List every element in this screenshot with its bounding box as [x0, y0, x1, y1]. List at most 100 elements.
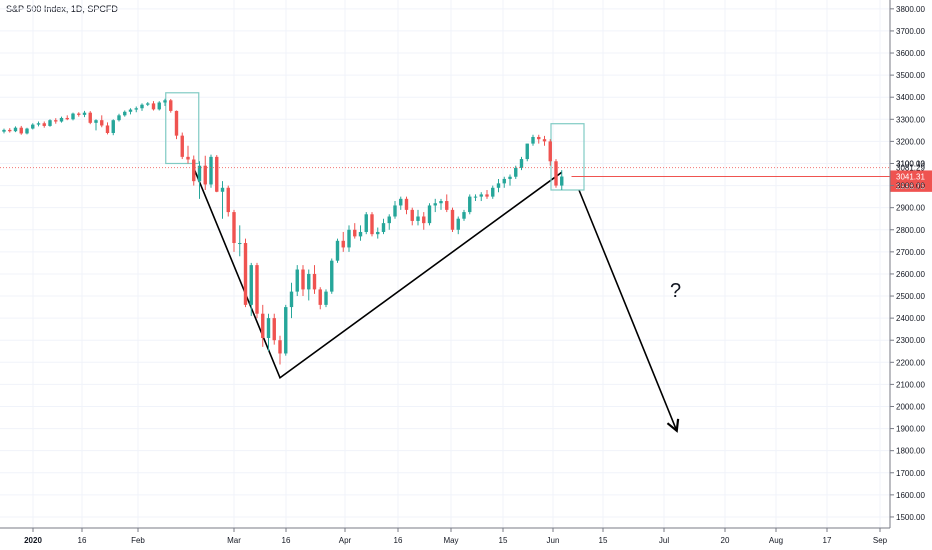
candle-body	[42, 123, 46, 126]
candle-body	[370, 214, 374, 235]
candle-body	[19, 127, 23, 134]
candle-body	[393, 205, 397, 217]
candle	[255, 262, 259, 319]
candle-body	[554, 161, 558, 186]
x-tick-label: 16	[78, 536, 87, 545]
candle	[416, 209, 420, 226]
candle-body	[203, 165, 207, 185]
candle	[508, 174, 512, 186]
candle	[358, 225, 363, 241]
candle	[479, 192, 483, 202]
price-tag-label: 2998.75	[896, 182, 925, 191]
candle-body	[65, 117, 69, 120]
candle-body	[473, 196, 478, 198]
candle-body	[289, 291, 294, 308]
candle-body	[502, 178, 506, 184]
x-tick-label: Jun	[547, 536, 560, 545]
y-tick-label: 3400.00	[896, 93, 925, 102]
candle	[169, 98, 173, 113]
candle-body	[215, 156, 219, 192]
candle	[203, 155, 207, 190]
candle	[77, 112, 81, 117]
candle	[542, 135, 547, 146]
candle	[502, 176, 506, 188]
candle	[439, 198, 443, 210]
x-tick-label: 2020	[24, 536, 42, 545]
candle	[525, 143, 529, 162]
candle	[243, 238, 248, 308]
y-tick-label: 3600.00	[896, 49, 925, 58]
candle-body	[59, 117, 64, 122]
candle	[59, 116, 64, 123]
x-tick-label: 15	[499, 536, 508, 545]
y-tick-label: 2700.00	[896, 248, 925, 257]
candle	[54, 118, 58, 124]
v-trendlines	[193, 167, 563, 380]
candle-body	[48, 120, 52, 126]
candle	[105, 122, 110, 135]
candle	[491, 185, 495, 199]
candle	[364, 212, 368, 235]
forecast-arrowhead	[666, 418, 680, 433]
x-tick-label: Sep	[873, 536, 888, 545]
candle-body	[301, 269, 305, 290]
candle	[238, 225, 242, 257]
candle	[65, 115, 69, 121]
candle	[192, 155, 196, 186]
candle-body	[232, 212, 236, 244]
y-tick-label: 2800.00	[896, 226, 925, 235]
question-annotation: ?	[670, 280, 681, 302]
candle-body	[433, 203, 437, 206]
candle	[48, 119, 52, 127]
candle	[341, 231, 345, 252]
price-tag-label: 3041.31	[896, 172, 925, 181]
candle-body	[2, 129, 6, 132]
candle-body	[100, 120, 104, 126]
x-tick-label: Mar	[227, 536, 241, 545]
candle-body	[445, 201, 449, 210]
candle-body	[8, 129, 12, 132]
price-tag	[890, 179, 932, 192]
candle	[496, 178, 501, 193]
x-tick-label: Feb	[131, 536, 145, 545]
candle	[485, 189, 489, 199]
candle-body	[278, 340, 282, 354]
candle-body	[261, 313, 265, 339]
candle-body	[54, 120, 58, 122]
candle	[427, 203, 432, 226]
candle-body	[462, 212, 466, 219]
candle-body	[485, 194, 489, 197]
candle-body	[427, 205, 432, 224]
candle	[422, 212, 426, 230]
candle	[445, 194, 449, 213]
candle-body	[266, 318, 271, 339]
candle-body	[381, 223, 386, 232]
candle	[232, 209, 236, 252]
y-tick-label: 2500.00	[896, 292, 925, 301]
candle-body	[157, 102, 161, 110]
x-tick-label: Apr	[339, 536, 352, 545]
candle-body	[537, 136, 541, 140]
candle-body	[491, 187, 495, 197]
candles	[2, 98, 564, 365]
candle	[140, 103, 144, 111]
candle-body	[197, 165, 202, 182]
candle	[284, 304, 288, 356]
y-tick-label: 1600.00	[896, 491, 925, 500]
candle-body	[450, 209, 455, 230]
candle	[531, 134, 535, 146]
candle	[307, 269, 311, 301]
candle-body	[307, 273, 311, 290]
candle-body	[105, 125, 110, 133]
y-tick-label: 1800.00	[896, 447, 925, 456]
candle-body	[94, 120, 98, 123]
candle	[433, 198, 437, 213]
candle	[301, 265, 305, 297]
candle-body	[220, 187, 225, 192]
candle	[295, 265, 299, 297]
candle	[462, 209, 466, 221]
candle-body	[519, 159, 524, 168]
candle	[387, 214, 391, 230]
candle-body	[358, 231, 363, 237]
